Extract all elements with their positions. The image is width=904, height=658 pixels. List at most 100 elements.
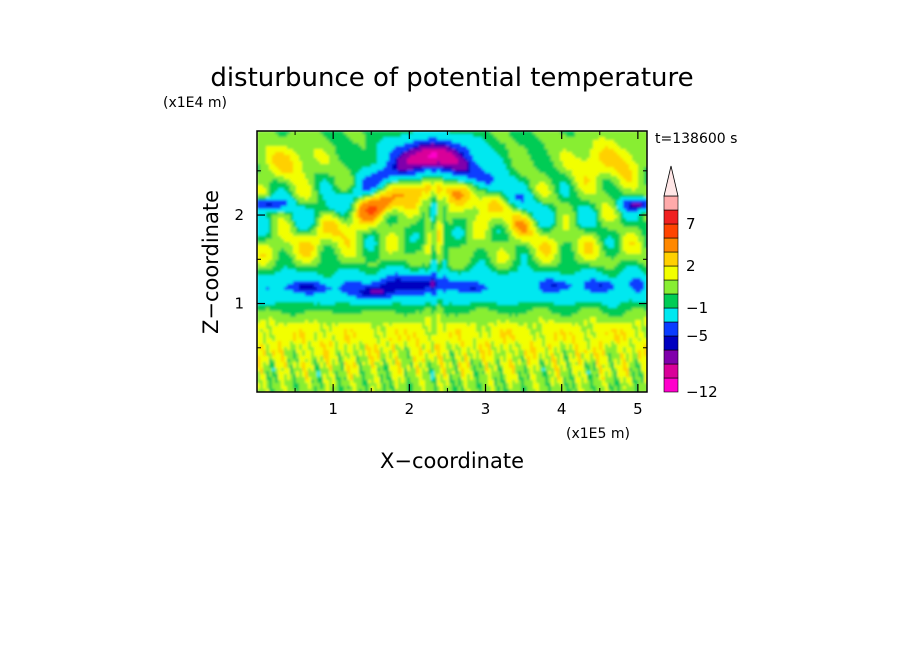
field-cell bbox=[257, 311, 282, 315]
field-cell bbox=[596, 185, 603, 189]
field-cell bbox=[527, 386, 534, 390]
field-cell bbox=[470, 170, 486, 174]
field-cell bbox=[587, 377, 594, 381]
field-cell bbox=[614, 149, 627, 153]
field-cell bbox=[443, 356, 447, 360]
field-cell bbox=[629, 284, 645, 288]
field-cell bbox=[476, 350, 480, 354]
field-cell bbox=[623, 338, 627, 342]
field-cell bbox=[437, 137, 483, 141]
field-cell bbox=[638, 266, 647, 270]
field-cell bbox=[617, 347, 624, 351]
field-cell bbox=[425, 353, 429, 357]
field-cell bbox=[608, 275, 618, 279]
field-cell bbox=[272, 317, 426, 321]
field-cell bbox=[566, 167, 615, 171]
field-cell bbox=[257, 377, 261, 381]
field-cell bbox=[476, 380, 480, 384]
field-cell bbox=[488, 332, 492, 336]
field-cell bbox=[257, 335, 264, 339]
field-cell bbox=[428, 206, 432, 210]
field-cell bbox=[263, 386, 267, 390]
field-cell bbox=[599, 245, 603, 249]
field-cell bbox=[419, 200, 423, 204]
field-cell bbox=[353, 344, 357, 348]
field-cell bbox=[440, 380, 447, 384]
field-cell bbox=[425, 380, 432, 384]
field-cell bbox=[575, 302, 603, 306]
field-cell bbox=[257, 299, 438, 303]
field-cell bbox=[632, 203, 642, 207]
field-cell bbox=[350, 170, 360, 174]
field-cell bbox=[380, 353, 387, 357]
field-cell bbox=[617, 170, 633, 174]
field-cell bbox=[623, 356, 627, 360]
field-cell bbox=[452, 356, 456, 360]
field-cell bbox=[572, 380, 576, 384]
field-cell bbox=[548, 185, 555, 189]
field-cell bbox=[500, 371, 504, 375]
field-cell bbox=[383, 188, 387, 192]
field-cell bbox=[467, 185, 474, 189]
field-cell bbox=[272, 353, 276, 357]
field-cell bbox=[497, 272, 510, 276]
field-cell bbox=[629, 365, 636, 369]
field-cell bbox=[332, 275, 387, 279]
field-cell bbox=[617, 200, 624, 204]
field-cell bbox=[479, 332, 483, 336]
field-cell bbox=[398, 329, 405, 333]
field-cell bbox=[584, 257, 597, 261]
field-cell bbox=[518, 371, 522, 375]
field-cell bbox=[518, 341, 531, 345]
field-cell bbox=[449, 263, 468, 267]
field-cell bbox=[524, 365, 528, 369]
field-cell bbox=[353, 182, 357, 186]
field-cell bbox=[497, 200, 504, 204]
field-cell bbox=[431, 326, 438, 330]
field-cell bbox=[572, 242, 579, 246]
field-cell bbox=[467, 230, 474, 234]
field-cell bbox=[602, 221, 621, 225]
field-cell bbox=[389, 251, 393, 255]
field-cell bbox=[401, 302, 426, 306]
field-cell bbox=[581, 158, 588, 162]
field-cell bbox=[419, 338, 429, 342]
field-cell bbox=[509, 131, 534, 135]
field-cell bbox=[257, 188, 267, 192]
field-cell bbox=[443, 242, 468, 246]
field-cell bbox=[359, 197, 366, 201]
field-cell bbox=[629, 338, 633, 342]
field-cell bbox=[596, 224, 603, 228]
field-cell bbox=[473, 254, 489, 258]
field-cell bbox=[512, 368, 516, 372]
field-cell bbox=[530, 266, 606, 270]
field-cell bbox=[632, 347, 636, 351]
field-cell bbox=[527, 389, 537, 392]
field-cell bbox=[593, 146, 606, 150]
field-cell bbox=[440, 347, 447, 351]
field-cell bbox=[260, 263, 267, 267]
field-cell bbox=[359, 290, 372, 294]
field-cell bbox=[332, 311, 363, 315]
field-cell bbox=[554, 365, 558, 369]
field-cell bbox=[356, 383, 363, 387]
field-cell bbox=[551, 224, 558, 228]
field-cell bbox=[608, 227, 639, 231]
field-cell bbox=[416, 344, 420, 348]
field-cell bbox=[560, 371, 570, 375]
field-cell bbox=[356, 173, 372, 177]
field-cell bbox=[269, 332, 273, 336]
field-cell bbox=[437, 314, 441, 318]
field-cell bbox=[329, 371, 333, 375]
field-cell bbox=[620, 245, 624, 249]
field-cell bbox=[290, 374, 294, 378]
field-cell bbox=[560, 158, 582, 162]
field-cell bbox=[587, 359, 591, 363]
field-cell bbox=[437, 230, 441, 234]
field-cell bbox=[635, 377, 642, 381]
field-cell bbox=[530, 377, 537, 381]
field-cell bbox=[614, 203, 618, 207]
field-cell bbox=[272, 338, 276, 342]
field-cell bbox=[578, 218, 597, 222]
field-cell bbox=[320, 362, 324, 366]
